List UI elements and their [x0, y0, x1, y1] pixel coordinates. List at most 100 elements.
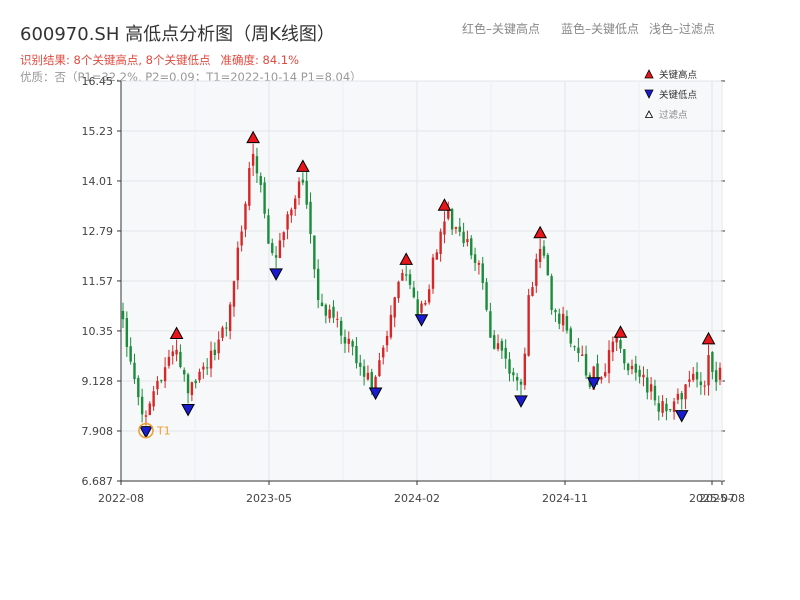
legend-item-filtered: 过滤点: [644, 104, 697, 124]
y-tick-label: 7.908: [82, 425, 114, 438]
candle-body: [500, 340, 504, 351]
candle-body: [523, 353, 527, 386]
candle-body: [649, 384, 653, 392]
candle-body: [435, 252, 439, 260]
candle-body: [209, 350, 213, 369]
x-tick-label: 2023-05: [246, 492, 292, 505]
candle-body: [542, 246, 546, 256]
candle-body: [183, 369, 186, 375]
candle-body: [140, 396, 144, 415]
candle-body: [370, 372, 373, 389]
t1-circle: [138, 422, 154, 439]
candle-body: [267, 215, 270, 244]
candle-body: [711, 352, 714, 373]
low-triangle-icon: [644, 89, 654, 99]
candle-body: [167, 356, 171, 366]
y-tick-label: 10.35: [82, 325, 114, 338]
key-low-marker: [139, 426, 153, 439]
candle-body: [175, 349, 178, 355]
result-text: 识别结果: 8个关键高点, 8个关键低点: [20, 53, 211, 67]
y-tick-label: 16.45: [82, 75, 114, 88]
candle-body: [665, 403, 668, 412]
candle-body: [669, 409, 672, 411]
candle-body: [137, 377, 140, 398]
candle-body: [148, 403, 151, 416]
legend-item-low: 关键低点: [644, 84, 697, 104]
y-tick-label: 9.128: [82, 375, 114, 388]
candle-body: [305, 180, 308, 205]
candle-body: [634, 363, 638, 373]
candle-body: [531, 287, 534, 296]
accuracy-text: 准确度: 84.1%: [220, 53, 300, 67]
candle-body: [324, 304, 328, 316]
candle-body: [447, 206, 450, 219]
candle-body: [171, 351, 174, 357]
candle-body: [496, 343, 500, 350]
candle-body: [179, 351, 182, 368]
candle-body: [623, 349, 626, 364]
candle-body: [470, 238, 473, 256]
candle-body: [163, 367, 167, 382]
candle-body: [297, 181, 301, 199]
key-low-marker: [514, 395, 528, 408]
candle-body: [221, 327, 224, 338]
key-high-marker: [437, 198, 452, 211]
candle-body: [217, 339, 220, 354]
candle-body: [512, 372, 515, 376]
candle-body: [248, 168, 251, 206]
candle-body: [152, 391, 155, 407]
legend-item-high: 关键高点: [644, 64, 697, 84]
candle-body: [573, 346, 576, 348]
candle-body: [278, 240, 282, 259]
candle-body: [535, 259, 538, 286]
y-tick-label: 6.687: [82, 475, 114, 488]
candle-body: [332, 306, 335, 318]
key-high-marker: [701, 331, 716, 345]
candle-body: [653, 385, 657, 401]
candle-body: [561, 313, 565, 326]
legend-low-label: 关键低点: [659, 90, 698, 101]
candle-body: [194, 380, 197, 384]
candle-body: [672, 401, 676, 412]
candle-body: [263, 182, 266, 214]
candle-body: [301, 179, 305, 183]
candle-body: [144, 415, 148, 417]
candle-body: [133, 362, 136, 380]
key-low-marker: [674, 410, 689, 423]
candle-body: [692, 373, 695, 380]
candle-body: [646, 377, 649, 393]
candle-body: [477, 263, 481, 265]
candle-body: [320, 302, 324, 307]
candle-body: [416, 299, 419, 315]
candle-body: [577, 347, 580, 354]
candle-body: [294, 198, 297, 210]
candle-body: [638, 369, 641, 377]
candle-body: [274, 255, 278, 258]
candle-body: [427, 289, 431, 303]
candle-body: [581, 354, 584, 356]
candle-body: [657, 403, 660, 412]
candle-body: [190, 382, 194, 396]
legend-high-label: 关键高点: [659, 70, 698, 81]
y-tick-label: 14.01: [82, 175, 114, 188]
filtered-triangle-icon: [644, 110, 654, 118]
candle-body: [378, 360, 381, 377]
candle-body: [156, 380, 159, 390]
candle-body: [584, 353, 588, 376]
candle-body: [481, 263, 484, 283]
y-tick-label: 12.79: [82, 225, 114, 238]
candle-body: [225, 327, 228, 329]
x-tick-label: 2025-07: [689, 492, 735, 505]
t1-label: T1: [156, 425, 171, 438]
candle-body: [385, 335, 389, 346]
candle-body: [347, 338, 350, 344]
candle-body: [443, 221, 446, 235]
candle-body: [714, 370, 718, 383]
key-high-marker: [296, 159, 310, 172]
candle-body: [213, 349, 217, 356]
candle-body: [695, 371, 699, 380]
legend-filtered-label: 过滤点: [659, 110, 688, 121]
candle-body: [454, 227, 458, 229]
candle-body: [699, 381, 703, 386]
candle-body: [309, 201, 312, 235]
